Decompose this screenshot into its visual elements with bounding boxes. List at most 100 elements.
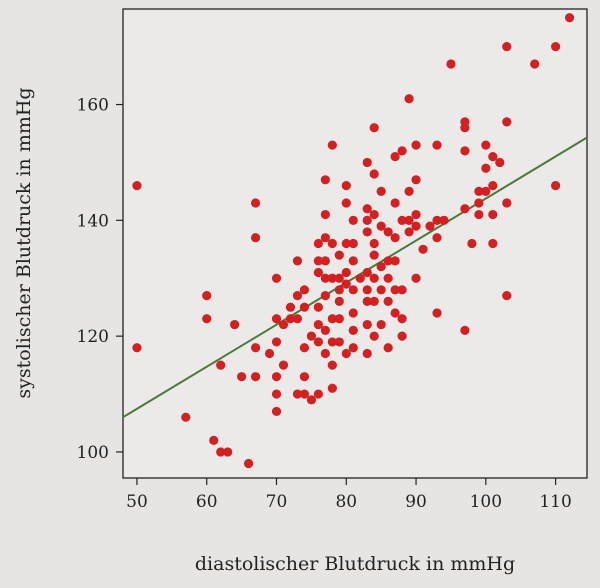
data-point bbox=[376, 285, 386, 295]
data-point bbox=[425, 221, 435, 231]
data-point bbox=[348, 343, 358, 353]
data-point bbox=[397, 215, 407, 225]
y-axis-label: systolischer Blutdruck in mmHg bbox=[13, 87, 35, 398]
data-point bbox=[376, 221, 386, 231]
data-point bbox=[132, 343, 142, 353]
data-point bbox=[334, 314, 344, 324]
data-point bbox=[320, 233, 330, 243]
data-point bbox=[404, 94, 414, 104]
data-point bbox=[209, 435, 219, 445]
data-point bbox=[313, 238, 323, 249]
data-point bbox=[383, 343, 393, 353]
data-point bbox=[488, 209, 498, 220]
data-point bbox=[348, 325, 358, 335]
data-point bbox=[216, 360, 226, 370]
data-point bbox=[132, 180, 142, 191]
data-point bbox=[369, 331, 379, 341]
data-point bbox=[250, 233, 261, 243]
data-point bbox=[348, 215, 358, 225]
data-point bbox=[320, 273, 330, 283]
data-point bbox=[411, 140, 421, 150]
x-tick-label: 80 bbox=[335, 492, 357, 512]
data-point bbox=[278, 319, 289, 330]
data-point bbox=[341, 348, 351, 359]
data-point bbox=[397, 285, 407, 295]
data-point bbox=[223, 447, 233, 457]
data-point bbox=[481, 140, 491, 150]
data-point bbox=[181, 412, 191, 422]
data-point bbox=[278, 360, 289, 370]
data-point bbox=[327, 360, 337, 370]
data-point bbox=[355, 273, 365, 283]
data-point bbox=[369, 123, 379, 133]
x-axis-label: diastolischer Blutdruck in mmHg bbox=[195, 553, 515, 575]
data-point bbox=[411, 209, 421, 220]
data-point bbox=[502, 117, 512, 127]
data-point bbox=[285, 302, 296, 312]
data-point bbox=[327, 140, 337, 150]
data-point bbox=[446, 59, 456, 69]
data-point bbox=[488, 180, 498, 191]
data-point bbox=[362, 227, 372, 237]
data-point bbox=[292, 314, 303, 324]
data-point bbox=[376, 262, 386, 272]
data-point bbox=[397, 146, 407, 156]
data-point bbox=[271, 273, 282, 283]
data-point bbox=[502, 198, 512, 208]
y-tick-label: 140 bbox=[77, 211, 109, 231]
data-point bbox=[432, 233, 442, 243]
data-point bbox=[237, 372, 247, 382]
data-point bbox=[362, 285, 372, 295]
data-point bbox=[313, 302, 323, 312]
data-point bbox=[502, 42, 512, 52]
data-point bbox=[341, 180, 351, 191]
data-point bbox=[369, 238, 379, 249]
data-point bbox=[313, 389, 323, 399]
y-tick-label: 160 bbox=[77, 96, 109, 116]
data-point bbox=[362, 348, 372, 359]
data-point bbox=[439, 215, 449, 225]
y-tick-label: 100 bbox=[77, 443, 109, 463]
data-point bbox=[390, 152, 400, 162]
data-point bbox=[432, 308, 442, 318]
data-point bbox=[390, 285, 400, 295]
data-point bbox=[369, 296, 379, 307]
data-point bbox=[404, 227, 414, 237]
data-point bbox=[299, 302, 310, 312]
data-point bbox=[250, 343, 261, 353]
data-point bbox=[243, 458, 254, 469]
data-point bbox=[334, 250, 344, 260]
data-point bbox=[467, 238, 477, 249]
data-point bbox=[404, 186, 414, 196]
data-point bbox=[411, 221, 421, 231]
data-point bbox=[369, 250, 379, 260]
data-point bbox=[327, 337, 337, 347]
data-point bbox=[390, 233, 400, 243]
data-point bbox=[530, 59, 540, 69]
y-tick-label: 120 bbox=[77, 327, 109, 347]
data-point bbox=[432, 140, 442, 150]
data-point bbox=[327, 314, 337, 324]
data-point bbox=[432, 215, 442, 225]
data-point bbox=[230, 319, 240, 330]
data-point bbox=[460, 325, 470, 335]
data-point bbox=[390, 198, 400, 208]
data-point bbox=[327, 383, 337, 393]
data-point bbox=[334, 285, 344, 295]
data-point bbox=[348, 256, 358, 266]
data-point bbox=[411, 175, 421, 185]
data-point bbox=[271, 372, 282, 382]
data-point bbox=[320, 256, 330, 266]
data-point bbox=[306, 331, 316, 341]
data-point bbox=[551, 42, 561, 52]
data-point bbox=[474, 209, 484, 220]
data-point bbox=[320, 209, 330, 220]
data-point bbox=[348, 238, 358, 249]
data-point bbox=[362, 296, 372, 307]
data-point bbox=[320, 175, 330, 185]
data-point bbox=[327, 273, 337, 283]
data-point bbox=[250, 198, 261, 208]
data-point bbox=[216, 447, 226, 457]
x-tick-label: 110 bbox=[539, 492, 571, 512]
